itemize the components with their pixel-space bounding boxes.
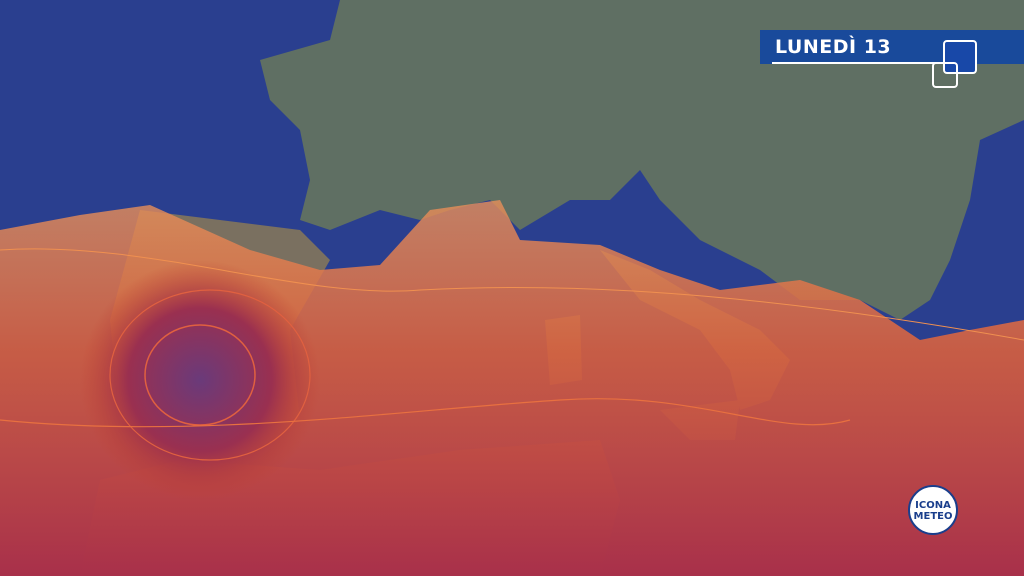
logo-line1: ICONA [915,500,951,511]
banner-divider [772,62,952,64]
day-label: LUNEDÌ 13 [775,36,892,58]
isoline [144,324,256,426]
isoline [109,289,311,461]
isoline [0,398,851,428]
land-europe [260,0,1024,320]
isoline [0,248,1024,341]
iconameteo-logo: ICONA METEO [908,485,958,535]
logo-line2: METEO [913,511,953,522]
day-banner [760,30,1024,64]
heat-core [80,260,320,500]
brand-square-icon [943,40,977,74]
brand-square-outline-icon [932,62,958,88]
